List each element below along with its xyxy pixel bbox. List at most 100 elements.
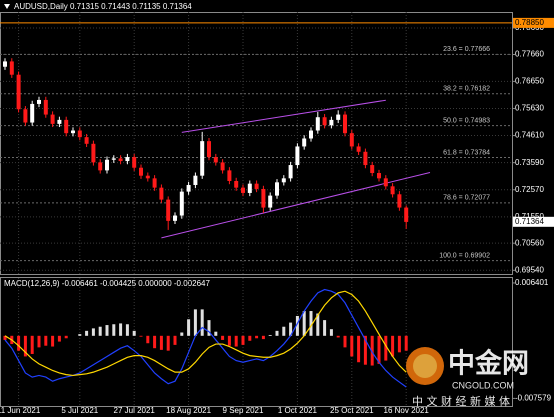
candle-body xyxy=(220,162,225,171)
candle-body xyxy=(186,184,191,192)
candle-body xyxy=(370,165,375,174)
fib-label: 61.8 = 0.73784 xyxy=(443,149,490,156)
candle-body xyxy=(329,119,334,126)
candle-body xyxy=(288,165,293,179)
candle-body xyxy=(23,109,28,123)
macd-histogram-bar xyxy=(316,313,320,336)
candle-body xyxy=(247,183,252,193)
candle-body xyxy=(166,199,171,221)
macd-histogram-bar xyxy=(173,335,177,345)
macd-histogram-bar xyxy=(221,335,225,340)
macd-y-tick-label: 0.006401 xyxy=(515,278,549,287)
macd-histogram-bar xyxy=(343,335,347,348)
candle-body xyxy=(57,119,62,124)
candle-body xyxy=(363,151,368,166)
candle-body xyxy=(179,191,184,216)
fib-label: 100.0 = 0.69902 xyxy=(439,253,490,260)
current-price-box xyxy=(513,216,554,227)
candle-body xyxy=(43,99,48,115)
candle-body xyxy=(343,114,347,134)
macd-histogram-bar xyxy=(261,335,265,340)
macd-y-tick-label: -0.007579 xyxy=(515,394,552,403)
candle-body xyxy=(241,187,245,193)
macd-plot xyxy=(3,278,408,406)
macd-histogram-bar xyxy=(214,331,218,336)
macd-histogram-bar xyxy=(336,335,340,338)
macd-histogram-bar xyxy=(125,324,129,336)
y-tick-label: 0.70560 xyxy=(515,238,544,247)
macd-histogram-bar xyxy=(146,335,150,344)
macd-histogram-bar xyxy=(180,332,184,336)
macd-histogram-bar xyxy=(295,315,299,336)
y-tick-label: 0.75630 xyxy=(515,104,544,113)
macd-histogram-bar xyxy=(3,335,7,340)
macd-histogram-bar xyxy=(248,335,252,341)
candle-body xyxy=(37,99,41,104)
title-icon xyxy=(4,4,10,9)
macd-histogram-bar xyxy=(193,309,197,336)
macd-histogram-bar xyxy=(119,323,123,336)
macd-histogram-bar xyxy=(91,328,95,336)
candle-body xyxy=(261,188,266,208)
macd-histogram-bar xyxy=(384,335,388,361)
candle-body xyxy=(404,207,409,222)
macd-histogram-bar xyxy=(187,319,191,336)
macd-histogram-bar xyxy=(57,335,61,342)
candle-body xyxy=(390,186,395,195)
x-tick-label: 11 Jun 2021 xyxy=(0,406,41,415)
candle-body xyxy=(322,117,327,126)
candle-body xyxy=(118,158,123,162)
candle-body xyxy=(254,183,259,189)
fib-label: 78.6 = 0.72077 xyxy=(443,195,490,202)
y-tick-label: 0.73590 xyxy=(515,158,544,167)
macd-histogram-bar xyxy=(289,322,293,336)
macd-histogram-bar xyxy=(282,326,286,336)
candle-body xyxy=(349,133,354,147)
axes: 0.69540 0.70560 0.71550 0.72570 0.73590 0.746… xyxy=(0,17,554,415)
macd-histogram-bar xyxy=(98,326,102,336)
watermark-slogan: 中 文 财 经 新 媒 体 xyxy=(412,394,510,408)
candle-body xyxy=(132,157,137,168)
candle-body xyxy=(207,141,211,158)
x-tick-label: 5 Jul 2021 xyxy=(61,406,98,415)
candle-body xyxy=(30,103,35,123)
macd-histogram-bar xyxy=(17,335,21,351)
candle-body xyxy=(91,143,96,163)
candle-body xyxy=(77,130,82,138)
candle-body xyxy=(152,178,157,188)
fib-label: 50.0 = 0.74983 xyxy=(443,117,490,124)
x-tick-label: 9 Sep 2021 xyxy=(223,406,264,415)
macd-histogram-bar xyxy=(255,335,259,339)
candle-body xyxy=(295,146,300,166)
macd-histogram-bar xyxy=(391,335,395,357)
candle-body xyxy=(50,114,55,124)
candle-body xyxy=(98,162,103,171)
macd-histogram-bar xyxy=(166,335,170,351)
macd-histogram-bar xyxy=(268,334,272,336)
candle-body xyxy=(397,194,402,208)
candle-body xyxy=(227,170,232,181)
candle-body xyxy=(200,141,205,176)
chart-title: AUDUSD,Daily 0.71315 0.71443 0.71135 0.7… xyxy=(14,2,192,11)
candle-body xyxy=(84,137,89,144)
macd-histogram-bar xyxy=(37,335,41,348)
macd-histogram-bar xyxy=(139,335,143,337)
price-level-box xyxy=(513,17,554,28)
watermark: 中金网 CNGOLD.COM 中 文 财 经 新 媒 体 xyxy=(406,347,529,408)
candle-body xyxy=(302,138,307,147)
macd-title: MACD(12,26,9) -0.006461 -0.004425 0.0000… xyxy=(4,279,210,288)
candle-body xyxy=(356,146,361,152)
macd-histogram-bar xyxy=(363,335,367,365)
candle-body xyxy=(193,175,198,185)
candle-body xyxy=(281,178,286,183)
price-level-label: 0.78850 xyxy=(515,18,544,27)
candle-body xyxy=(309,130,313,139)
macd-histogram-bar xyxy=(241,335,245,345)
candle-body xyxy=(383,178,388,187)
candle-body xyxy=(9,61,14,75)
macd-histogram-bar xyxy=(200,309,204,336)
candle-body xyxy=(336,114,341,120)
candle-body xyxy=(213,157,218,163)
